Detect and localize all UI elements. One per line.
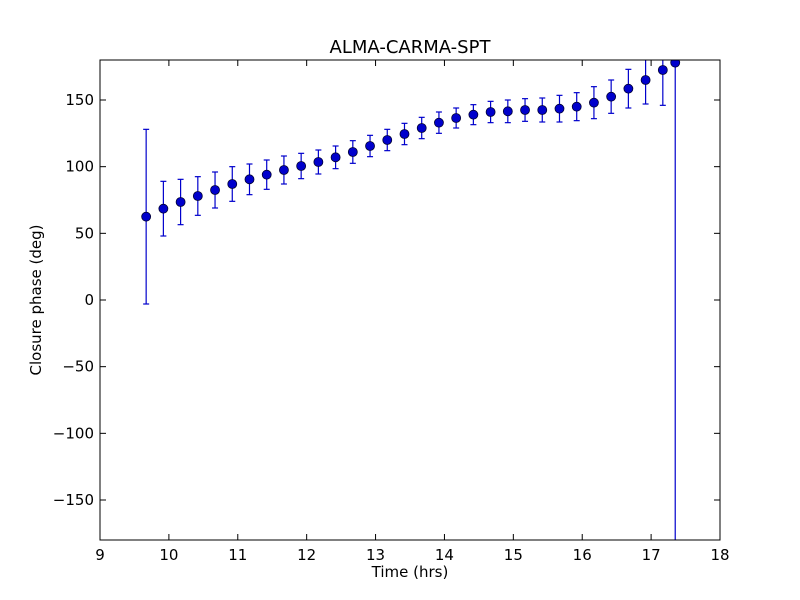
y-axis-ticks: −150 −100 −50 0 50 100 150 — [53, 91, 720, 509]
data-point — [502, 106, 513, 117]
data-point — [175, 197, 186, 207]
data-point — [670, 60, 681, 68]
data-point — [451, 113, 462, 123]
x-tick-label: 12 — [297, 546, 316, 564]
data-point — [640, 75, 651, 85]
data-point — [623, 83, 634, 94]
data-point — [434, 117, 444, 128]
data-point — [279, 165, 289, 175]
y-tick-label: −50 — [62, 358, 94, 376]
data-point — [244, 174, 255, 185]
y-tick-label: 100 — [65, 158, 94, 176]
data-point — [210, 185, 220, 195]
data-point — [571, 101, 582, 112]
data-point — [485, 107, 496, 117]
data-point — [657, 65, 668, 75]
data-point — [416, 123, 427, 133]
data-point — [554, 103, 565, 114]
data-point — [347, 147, 358, 157]
data-point — [261, 169, 272, 180]
data-point — [520, 105, 530, 115]
y-tick-label: −100 — [53, 424, 94, 442]
data-point — [313, 157, 324, 167]
data-point — [382, 135, 393, 145]
x-tick-label: 9 — [95, 546, 105, 564]
data-point — [158, 203, 169, 214]
data-point — [606, 91, 617, 102]
x-tick-label: 16 — [573, 546, 592, 564]
data-point — [468, 109, 479, 120]
x-tick-label: 14 — [435, 546, 454, 564]
x-tick-label: 15 — [504, 546, 523, 564]
y-tick-label: 50 — [75, 224, 94, 242]
data-point — [365, 141, 375, 151]
data-point — [192, 191, 203, 201]
x-tick-label: 10 — [159, 546, 178, 564]
data-markers — [141, 60, 681, 222]
x-tick-label: 11 — [228, 546, 247, 564]
y-axis-title: Closure phase (deg) — [27, 225, 45, 376]
data-point — [296, 161, 307, 171]
plot-background — [100, 60, 720, 540]
y-tick-label: −150 — [53, 491, 94, 509]
data-point — [330, 152, 341, 163]
x-tick-label: 18 — [710, 546, 729, 564]
data-point — [399, 129, 410, 139]
chart-title: ALMA-CARMA-SPT — [330, 37, 492, 58]
x-tick-label: 17 — [642, 546, 661, 564]
y-tick-label: 150 — [65, 91, 94, 109]
y-tick-label: 0 — [84, 291, 94, 309]
x-axis-ticks: 9 10 11 12 13 14 15 16 17 18 — [95, 60, 730, 564]
x-tick-label: 13 — [366, 546, 385, 564]
data-point — [589, 97, 599, 108]
data-point — [141, 211, 152, 222]
data-point — [227, 179, 238, 189]
data-point — [537, 105, 548, 115]
x-axis-title: Time (hrs) — [371, 563, 449, 581]
